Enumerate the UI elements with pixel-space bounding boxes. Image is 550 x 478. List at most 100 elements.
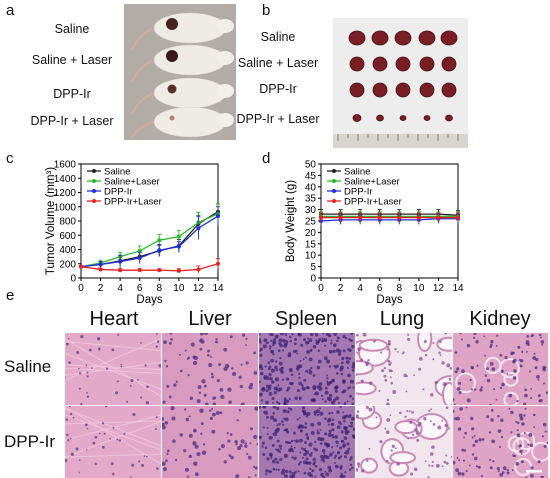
data-point [176,268,181,273]
y-tick-label: 10 [305,251,317,262]
data-point [118,268,123,273]
legend-marker [332,189,336,193]
histology-column-kidney: Kidney [469,308,531,330]
panel-label-a: a [6,2,15,19]
histology-row-saline: Saline [4,357,52,376]
series-dpp-ir-laser [79,258,220,274]
data-point [137,256,142,261]
y-tick-label: 600 [59,231,76,242]
data-point [98,262,103,267]
x-tick-label: 4 [117,283,123,294]
y-tick-label: 800 [59,217,76,228]
histology-tile-lung-dpp-ir [356,406,452,478]
data-point [196,267,201,272]
legend-entry: DPP-Ir+Laser [344,197,402,208]
y-tick-label: 45 [305,171,317,182]
data-point [397,215,402,220]
histology-tile-spleen-saline [259,333,355,405]
x-tick-label: 0 [78,283,84,294]
panel-label-d: d [262,150,271,167]
legend-entry: DPP-Ir+Laser [104,197,162,208]
y-tick-label: 20 [305,228,317,239]
y-axis-label: Tumor Volume (mm³) [45,167,57,275]
data-point [137,268,142,273]
legend-marker [92,199,96,203]
x-tick-label: 14 [452,283,464,294]
group-label-dppir-b: DPP-Ir [259,82,297,96]
data-point [416,215,421,220]
data-point [98,267,103,272]
y-tick-label: 35 [305,194,317,205]
series-line [80,211,219,268]
histology-tile-kidney-dpp-ir [453,406,548,478]
group-label-saline-laser-b: Saline + Laser [237,56,319,70]
x-tick-label: 2 [98,283,104,294]
y-tick-label: 200 [59,259,76,270]
y-tick-label: 30 [305,205,317,216]
y-tick-label: 1400 [54,174,77,185]
y-tick-label: 5 [310,262,316,273]
legend-entry: Saline [344,167,370,178]
x-axis-label: Days [136,294,162,306]
tumor-volume-chart: 0 200 400 600 800 1000 1200 1400 1600 0 2 4 6 8 10 12 14… [45,160,224,307]
group-label-saline-laser-a: Saline + Laser [31,53,113,67]
mice-photo [124,4,236,140]
legend-marker [92,189,96,193]
x-axis-label: Days [376,294,402,306]
histology-column-liver: Liver [188,308,232,330]
legend-marker [92,179,96,183]
group-label-saline-a: Saline [54,22,90,36]
y-tick-label: 1000 [54,202,77,213]
legend-entry: Saline [104,167,130,178]
data-point [157,238,162,243]
data-point [456,215,460,220]
histology-tile-heart-dpp-ir [65,406,161,478]
legend-entry: Saline+Laser [104,177,160,188]
data-point [176,244,181,249]
data-point [157,248,162,253]
group-label-dppir-laser-a: DPP-Ir + Laser [30,114,114,128]
group-label-dppir-a: DPP-Ir [53,87,91,101]
panel-label-b: b [262,2,271,19]
histology-column-spleen: Spleen [274,308,338,330]
series-dpp-ir-laser [319,212,460,223]
panel-label-e: e [6,287,15,304]
series-line [321,213,459,216]
x-tick-label: 12 [193,283,205,294]
y-tick-label: 1200 [54,188,77,199]
y-axis-label: Body Weight (g) [285,180,297,262]
data-point [338,215,343,220]
data-point [79,264,83,269]
x-tick-label: 14 [212,283,224,294]
series-dpp-ir [79,206,220,269]
legend-entry: DPP-Ir [104,187,133,198]
series-line [80,263,219,272]
histology-tile-spleen-dpp-ir [259,406,355,478]
y-tick-label: 40 [305,182,317,193]
data-point [157,268,162,273]
data-point [118,259,123,264]
histology-column-lung: Lung [379,308,425,330]
x-tick-label: 8 [397,283,403,294]
x-tick-label: 0 [318,283,324,294]
data-point [176,234,181,239]
legend-marker [332,169,336,173]
series-line [80,215,219,268]
histology-tile-liver-dpp-ir [162,406,258,478]
y-tick-label: 50 [305,160,317,171]
data-point [216,214,220,219]
series-line [320,218,458,222]
legend-entry: DPP-Ir [344,187,373,198]
tumor-photo [333,18,468,148]
x-tick-label: 2 [338,283,344,294]
series-line [80,213,219,268]
histology-grid [65,333,550,478]
histology-tile-liver-saline [162,333,258,405]
legend-entry: Saline+Laser [344,177,400,188]
x-tick-label: 6 [137,283,143,294]
panel-label-c: c [6,150,14,167]
x-tick-label: 12 [433,283,445,294]
y-tick-label: 0 [70,274,76,285]
x-tick-label: 10 [413,283,425,294]
